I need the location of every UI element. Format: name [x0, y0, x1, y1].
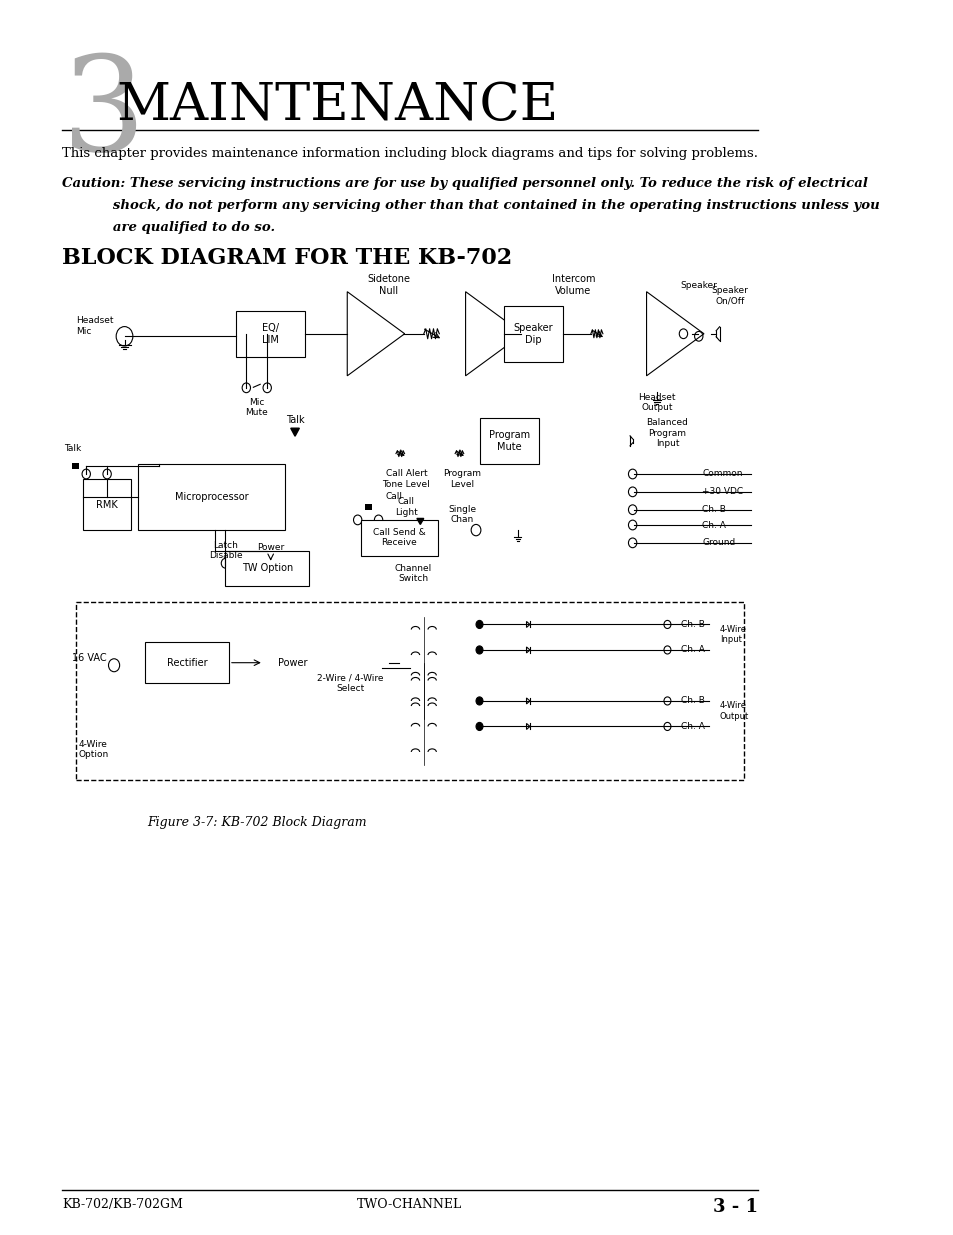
Text: Ch. B: Ch. B — [701, 505, 725, 514]
Text: Latch
Disable: Latch Disable — [209, 541, 242, 561]
Text: Ch. B: Ch. B — [680, 620, 704, 629]
Text: 4-Wire
Option: 4-Wire Option — [78, 740, 109, 760]
Text: Intercom
Volume: Intercom Volume — [551, 274, 595, 296]
Text: Single
Chan: Single Chan — [448, 505, 476, 525]
Text: Figure 3-7: KB-702 Block Diagram: Figure 3-7: KB-702 Block Diagram — [147, 815, 366, 829]
Text: Speaker
Dip: Speaker Dip — [513, 322, 553, 345]
Polygon shape — [416, 519, 423, 525]
Polygon shape — [291, 429, 299, 436]
Text: Rectifier: Rectifier — [167, 658, 207, 668]
Text: Ch. B: Ch. B — [680, 697, 704, 705]
Text: Mic
Mute: Mic Mute — [245, 398, 268, 417]
Circle shape — [476, 722, 482, 730]
Text: 4-Wire
Output: 4-Wire Output — [719, 701, 748, 721]
Text: Power: Power — [277, 658, 307, 668]
Text: KB-702/KB-702GM: KB-702/KB-702GM — [62, 1198, 183, 1212]
Text: 3: 3 — [62, 49, 146, 179]
Text: Program
Level: Program Level — [442, 469, 480, 489]
Bar — [361, 520, 437, 556]
Bar — [75, 601, 743, 781]
Text: Talk: Talk — [286, 415, 304, 425]
Text: Microprocessor: Microprocessor — [174, 492, 248, 501]
Text: Channel
Switch: Channel Switch — [395, 563, 432, 583]
Text: Call Send &
Receive: Call Send & Receive — [373, 529, 425, 547]
Text: 3 - 1: 3 - 1 — [712, 1198, 757, 1216]
Text: Ground: Ground — [701, 538, 735, 547]
Text: BLOCK DIAGRAM FOR THE KB-702: BLOCK DIAGRAM FOR THE KB-702 — [62, 247, 512, 269]
Text: 16 VAC: 16 VAC — [72, 652, 107, 663]
Text: MAINTENANCE: MAINTENANCE — [116, 80, 558, 131]
Text: EQ/
LIM: EQ/ LIM — [262, 322, 279, 345]
Text: are qualified to do so.: are qualified to do so. — [62, 221, 274, 233]
Circle shape — [476, 646, 482, 655]
Text: Call: Call — [385, 493, 402, 501]
Bar — [364, 504, 371, 510]
Bar — [225, 551, 309, 587]
Bar — [72, 463, 79, 469]
Text: Ch. A: Ch. A — [680, 646, 704, 655]
Text: Headset
Mic: Headset Mic — [75, 316, 113, 336]
Text: Caution: These servicing instructions are for use by qualified personnel only. T: Caution: These servicing instructions ar… — [62, 177, 867, 190]
Bar — [479, 417, 538, 464]
Text: 2-Wire / 4-Wire
Select: 2-Wire / 4-Wire Select — [317, 673, 384, 693]
Text: This chapter provides maintenance information including block diagrams and tips : This chapter provides maintenance inform… — [62, 147, 757, 161]
Text: Program
Mute: Program Mute — [488, 430, 529, 452]
Text: +30 VDC: +30 VDC — [701, 488, 742, 496]
Text: 4-Wire
Input: 4-Wire Input — [719, 625, 746, 645]
Text: Call
Light: Call Light — [395, 498, 417, 517]
Bar — [503, 306, 562, 362]
Bar — [138, 464, 284, 530]
Text: Ch. A: Ch. A — [680, 722, 704, 731]
Text: Sidetone
Null: Sidetone Null — [367, 274, 410, 296]
Text: shock, do not perform any servicing other than that contained in the operating i: shock, do not perform any servicing othe… — [62, 199, 879, 212]
Bar — [145, 642, 229, 683]
Text: TW Option: TW Option — [241, 563, 293, 573]
Text: Speaker
On/Off: Speaker On/Off — [711, 285, 748, 305]
Circle shape — [476, 620, 482, 629]
Text: Talk: Talk — [64, 445, 81, 453]
Circle shape — [476, 697, 482, 705]
Text: TWO-CHANNEL: TWO-CHANNEL — [357, 1198, 462, 1212]
Text: Headset
Output: Headset Output — [638, 393, 675, 412]
Text: RMK: RMK — [96, 500, 118, 510]
Text: Ch. A: Ch. A — [701, 520, 725, 530]
Text: Common: Common — [701, 469, 742, 478]
Text: Power: Power — [256, 543, 284, 552]
Text: Call Alert
Tone Level: Call Alert Tone Level — [382, 469, 430, 489]
Bar — [235, 311, 305, 357]
Text: Balanced
Program
Input: Balanced Program Input — [646, 419, 688, 448]
Text: Speaker: Speaker — [679, 280, 717, 290]
Bar — [83, 479, 132, 530]
